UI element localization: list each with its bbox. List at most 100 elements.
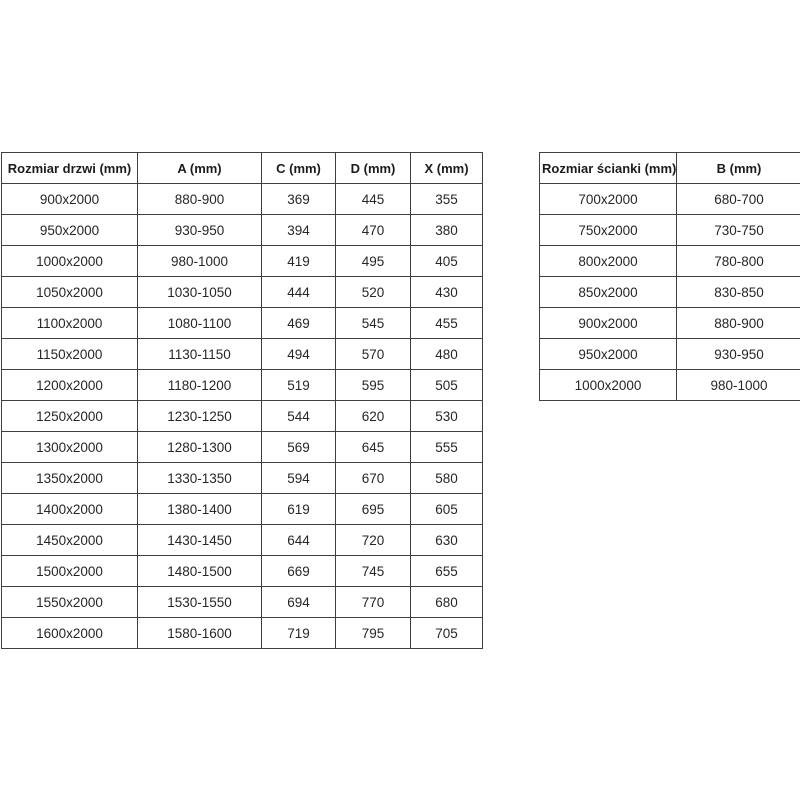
cell: 530 bbox=[410, 400, 483, 432]
cell: 780-800 bbox=[676, 245, 800, 277]
cell: 655 bbox=[410, 555, 483, 587]
table-row: 950x2000 930-950 bbox=[539, 338, 800, 370]
cell: 630 bbox=[410, 524, 483, 556]
table-row: 1500x2000 1480-1500 669 745 655 bbox=[1, 555, 483, 587]
table-row: 1550x2000 1530-1550 694 770 680 bbox=[1, 586, 483, 618]
cell: 1330-1350 bbox=[137, 462, 262, 494]
cell: 1450x2000 bbox=[1, 524, 138, 556]
cell: 1250x2000 bbox=[1, 400, 138, 432]
cell: 680-700 bbox=[676, 183, 800, 215]
column-header: Rozmiar ścianki (mm) bbox=[539, 152, 677, 184]
cell: 1050x2000 bbox=[1, 276, 138, 308]
column-header: C (mm) bbox=[261, 152, 336, 184]
cell: 494 bbox=[261, 338, 336, 370]
cell: 980-1000 bbox=[676, 369, 800, 401]
cell: 670 bbox=[335, 462, 411, 494]
cell: 495 bbox=[335, 245, 411, 277]
cell: 595 bbox=[335, 369, 411, 401]
cell: 900x2000 bbox=[1, 183, 138, 215]
cell: 680 bbox=[410, 586, 483, 618]
table-row: 1000x2000 980-1000 419 495 405 bbox=[1, 245, 483, 277]
cell: 555 bbox=[410, 431, 483, 463]
cell: 470 bbox=[335, 214, 411, 246]
walls-table-header-row: Rozmiar ścianki (mm) B (mm) bbox=[539, 152, 800, 184]
table-row: 750x2000 730-750 bbox=[539, 214, 800, 246]
cell: 355 bbox=[410, 183, 483, 215]
column-header: A (mm) bbox=[137, 152, 262, 184]
cell: 620 bbox=[335, 400, 411, 432]
cell: 930-950 bbox=[137, 214, 262, 246]
cell: 669 bbox=[261, 555, 336, 587]
cell: 519 bbox=[261, 369, 336, 401]
cell: 1180-1200 bbox=[137, 369, 262, 401]
cell: 619 bbox=[261, 493, 336, 525]
cell: 1130-1150 bbox=[137, 338, 262, 370]
cell: 394 bbox=[261, 214, 336, 246]
table-row: 1000x2000 980-1000 bbox=[539, 369, 800, 401]
table-row: 1600x2000 1580-1600 719 795 705 bbox=[1, 617, 483, 649]
table-row: 1450x2000 1430-1450 644 720 630 bbox=[1, 524, 483, 556]
cell: 430 bbox=[410, 276, 483, 308]
cell: 1600x2000 bbox=[1, 617, 138, 649]
cell: 1350x2000 bbox=[1, 462, 138, 494]
cell: 1000x2000 bbox=[1, 245, 138, 277]
cell: 980-1000 bbox=[137, 245, 262, 277]
cell: 1530-1550 bbox=[137, 586, 262, 618]
column-header: D (mm) bbox=[335, 152, 411, 184]
table-row: 1100x2000 1080-1100 469 545 455 bbox=[1, 307, 483, 339]
cell: 1480-1500 bbox=[137, 555, 262, 587]
cell: 469 bbox=[261, 307, 336, 339]
cell: 645 bbox=[335, 431, 411, 463]
cell: 380 bbox=[410, 214, 483, 246]
cell: 800x2000 bbox=[539, 245, 677, 277]
cell: 694 bbox=[261, 586, 336, 618]
cell: 730-750 bbox=[676, 214, 800, 246]
wall-panel-dimensions-table: Rozmiar ścianki (mm) B (mm) 700x2000 680-7… bbox=[539, 152, 800, 401]
table-row: 800x2000 780-800 bbox=[539, 245, 800, 277]
cell: 405 bbox=[410, 245, 483, 277]
cell: 750x2000 bbox=[539, 214, 677, 246]
cell: 369 bbox=[261, 183, 336, 215]
cell: 880-900 bbox=[137, 183, 262, 215]
cell: 455 bbox=[410, 307, 483, 339]
cell: 520 bbox=[335, 276, 411, 308]
table-row: 950x2000 930-950 394 470 380 bbox=[1, 214, 483, 246]
cell: 1500x2000 bbox=[1, 555, 138, 587]
cell: 1550x2000 bbox=[1, 586, 138, 618]
table-row: 1050x2000 1030-1050 444 520 430 bbox=[1, 276, 483, 308]
cell: 1300x2000 bbox=[1, 431, 138, 463]
cell: 569 bbox=[261, 431, 336, 463]
cell: 1080-1100 bbox=[137, 307, 262, 339]
cell: 419 bbox=[261, 245, 336, 277]
table-row: 1400x2000 1380-1400 619 695 605 bbox=[1, 493, 483, 525]
table-row: 1150x2000 1130-1150 494 570 480 bbox=[1, 338, 483, 370]
table-row: 1250x2000 1230-1250 544 620 530 bbox=[1, 400, 483, 432]
cell: 544 bbox=[261, 400, 336, 432]
cell: 900x2000 bbox=[539, 307, 677, 339]
cell: 1150x2000 bbox=[1, 338, 138, 370]
table-row: 1200x2000 1180-1200 519 595 505 bbox=[1, 369, 483, 401]
cell: 705 bbox=[410, 617, 483, 649]
column-header: X (mm) bbox=[410, 152, 483, 184]
cell: 880-900 bbox=[676, 307, 800, 339]
cell: 850x2000 bbox=[539, 276, 677, 308]
cell: 480 bbox=[410, 338, 483, 370]
cell: 1100x2000 bbox=[1, 307, 138, 339]
cell: 505 bbox=[410, 369, 483, 401]
column-header: B (mm) bbox=[676, 152, 800, 184]
table-row: 1350x2000 1330-1350 594 670 580 bbox=[1, 462, 483, 494]
table-row: 900x2000 880-900 bbox=[539, 307, 800, 339]
cell: 720 bbox=[335, 524, 411, 556]
cell: 1000x2000 bbox=[539, 369, 677, 401]
cell: 950x2000 bbox=[539, 338, 677, 370]
cell: 1230-1250 bbox=[137, 400, 262, 432]
cell: 695 bbox=[335, 493, 411, 525]
cell: 445 bbox=[335, 183, 411, 215]
cell: 930-950 bbox=[676, 338, 800, 370]
cell: 594 bbox=[261, 462, 336, 494]
cell: 605 bbox=[410, 493, 483, 525]
cell: 1430-1450 bbox=[137, 524, 262, 556]
cell: 444 bbox=[261, 276, 336, 308]
column-header: Rozmiar drzwi (mm) bbox=[1, 152, 138, 184]
